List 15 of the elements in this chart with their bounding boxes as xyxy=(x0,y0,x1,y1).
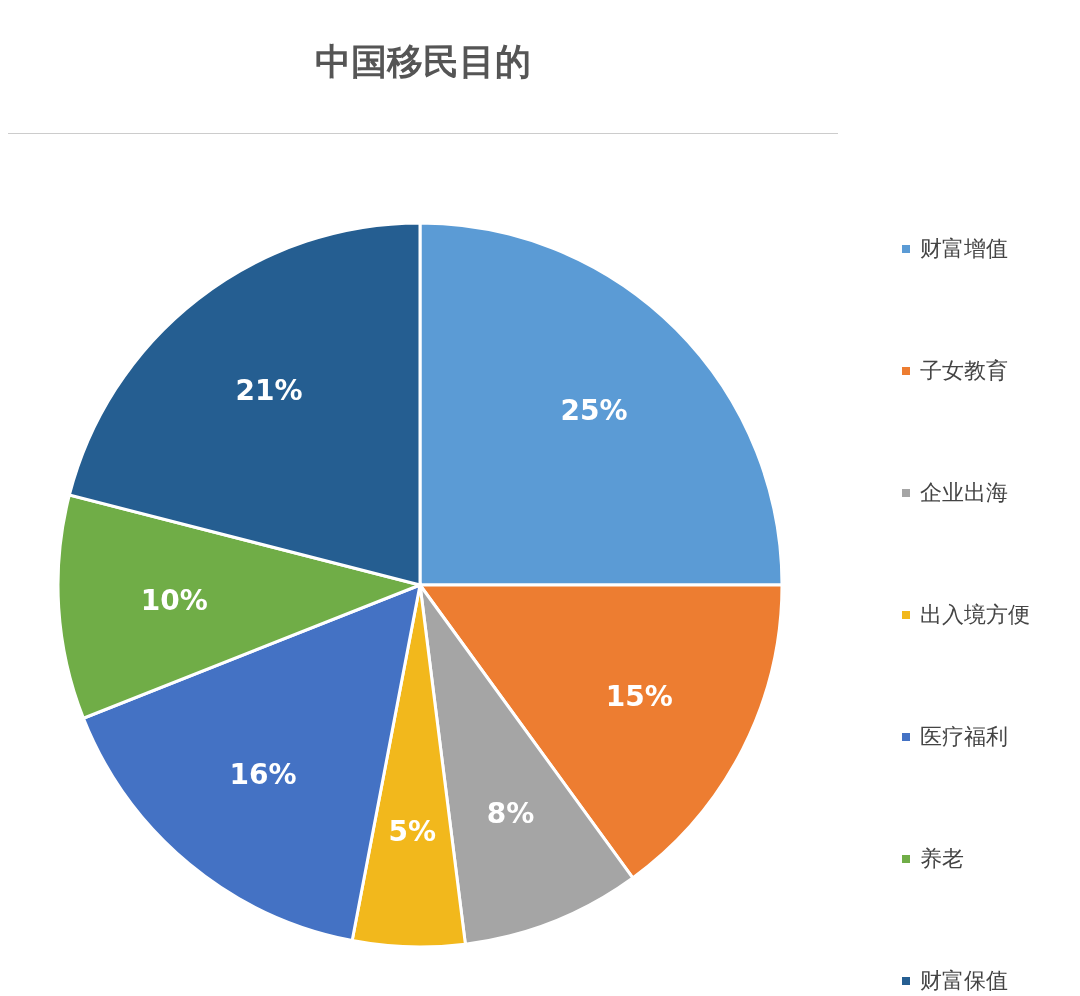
data-label: 5% xyxy=(388,814,437,848)
legend-label: 养老 xyxy=(920,845,964,873)
legend-label: 出入境方便 xyxy=(920,601,1030,629)
legend-label: 企业出海 xyxy=(920,479,1008,507)
data-label: 8% xyxy=(486,797,535,831)
chart-title: 中国移民目的 xyxy=(314,40,532,84)
data-label: 16% xyxy=(229,758,297,792)
legend-label: 财富增值 xyxy=(920,235,1008,263)
legend-label: 医疗福利 xyxy=(920,723,1008,751)
legend-label: 子女教育 xyxy=(920,357,1008,385)
data-label: 15% xyxy=(605,680,673,714)
data-label: 25% xyxy=(560,394,628,428)
data-label: 10% xyxy=(140,583,208,617)
data-label: 21% xyxy=(235,374,303,407)
legend-label: 财富保值 xyxy=(920,967,1008,995)
